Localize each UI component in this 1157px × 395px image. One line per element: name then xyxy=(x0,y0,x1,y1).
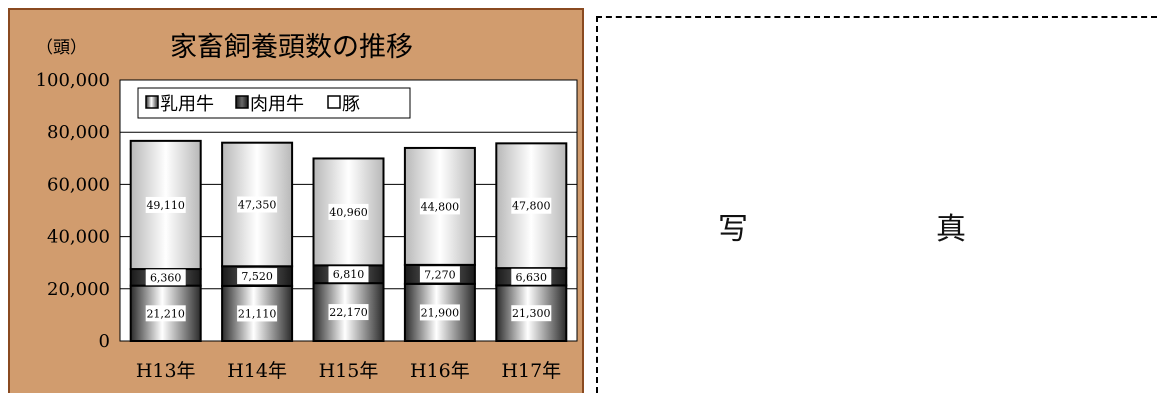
livestock-chart: （頭） 家畜飼養頭数の推移 100,000 80,000 60,000 40,000 2… xyxy=(36,32,578,382)
value-label: 21,110 xyxy=(238,307,277,320)
y-tick-label: 60,000 xyxy=(47,174,110,195)
value-label: 7,520 xyxy=(241,270,273,283)
legend-label-beef: 肉用牛 xyxy=(250,94,304,115)
value-label-box xyxy=(511,197,552,214)
photo-label-char-1: 写 xyxy=(718,212,748,247)
value-label-box xyxy=(328,203,369,220)
value-label-box xyxy=(237,305,278,322)
y-tick-label: 0 xyxy=(99,331,110,352)
value-label: 44,800 xyxy=(421,200,460,213)
legend-label-pig: 豚 xyxy=(342,94,360,115)
legend-swatch-dairy xyxy=(145,95,159,109)
value-label: 47,800 xyxy=(512,200,551,213)
value-label-box xyxy=(419,266,460,283)
y-tick-label: 20,000 xyxy=(47,279,110,300)
value-label-box xyxy=(419,304,460,321)
x-tick-label: H15年 xyxy=(319,360,379,382)
y-axis-ticks: 100,000 80,000 60,000 40,000 20,000 0 xyxy=(36,70,110,352)
value-label-box xyxy=(328,304,369,321)
legend-swatch-beef xyxy=(235,95,249,109)
y-tick-label: 100,000 xyxy=(36,70,110,91)
value-label: 21,900 xyxy=(421,306,460,319)
value-label: 7,270 xyxy=(424,268,456,281)
value-label: 47,350 xyxy=(238,198,277,211)
value-label-box xyxy=(237,196,278,213)
legend: 乳用牛 肉用牛 豚 xyxy=(137,87,411,119)
legend-item-beef: 肉用牛 xyxy=(235,94,304,115)
legend-label-dairy: 乳用牛 xyxy=(160,94,214,115)
value-label: 22,170 xyxy=(329,306,368,319)
value-label-box xyxy=(237,268,278,285)
legend-box xyxy=(137,87,411,119)
y-tick-label: 80,000 xyxy=(47,122,110,143)
value-label-box xyxy=(145,196,186,213)
legend-item-pig: 豚 xyxy=(327,94,360,115)
value-label: 6,810 xyxy=(333,268,365,281)
value-label: 6,360 xyxy=(150,271,182,284)
legend-swatch-pig xyxy=(327,95,341,109)
value-label-box xyxy=(328,266,369,283)
value-label-box xyxy=(419,198,460,215)
y-tick-label: 40,000 xyxy=(47,227,110,248)
value-labels: 21,210 6,360 49,110 21,110 7,520 47,350 22,170… xyxy=(145,196,552,322)
x-tick-label: H13年 xyxy=(136,360,196,382)
value-label-box xyxy=(511,305,552,322)
x-tick-label: H16年 xyxy=(410,360,470,382)
value-label: 6,630 xyxy=(516,271,548,284)
y-unit-label: （頭） xyxy=(36,38,87,58)
x-tick-label: H14年 xyxy=(227,360,287,382)
photo-placeholder: 写 真 xyxy=(596,16,1157,393)
x-tick-label: H17年 xyxy=(501,360,561,382)
chart-title: 家畜飼養頭数の推移 xyxy=(170,32,413,63)
value-label-box xyxy=(511,268,552,285)
value-label: 49,110 xyxy=(146,199,185,212)
legend-item-dairy: 乳用牛 xyxy=(145,94,214,115)
value-label: 21,210 xyxy=(146,307,185,320)
chart-panel: （頭） 家畜飼養頭数の推移 100,000 80,000 60,000 40,000 2… xyxy=(8,8,584,393)
value-label-box xyxy=(145,269,186,286)
x-axis-labels: H13年 H14年 H15年 H16年 H17年 xyxy=(136,360,561,382)
value-label: 21,300 xyxy=(512,307,551,320)
photo-label-char-2: 真 xyxy=(936,212,966,247)
value-label-box xyxy=(145,305,186,322)
value-label: 40,960 xyxy=(329,206,368,219)
